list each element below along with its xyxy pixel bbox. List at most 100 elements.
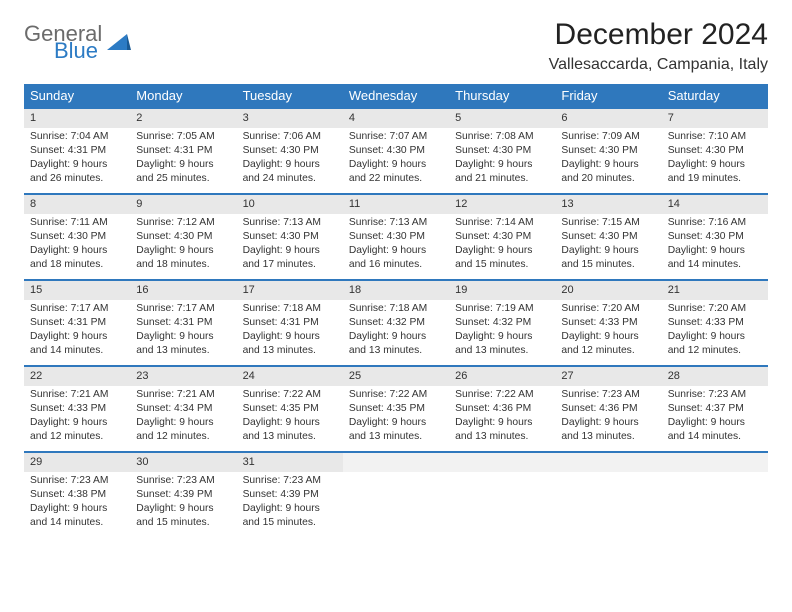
location: Vallesaccarda, Campania, Italy: [549, 56, 768, 74]
calendar-day-cell: 14Sunrise: 7:16 AMSunset: 4:30 PMDayligh…: [662, 193, 768, 279]
sunset-line: Sunset: 4:32 PM: [455, 316, 549, 330]
day-details: Sunrise: 7:13 AMSunset: 4:30 PMDaylight:…: [343, 214, 449, 276]
calendar-day-cell: 6Sunrise: 7:09 AMSunset: 4:30 PMDaylight…: [555, 107, 661, 193]
day-number-bar: [343, 451, 449, 472]
calendar-day-cell: 12Sunrise: 7:14 AMSunset: 4:30 PMDayligh…: [449, 193, 555, 279]
day-details: Sunrise: 7:13 AMSunset: 4:30 PMDaylight:…: [237, 214, 343, 276]
day-details: Sunrise: 7:10 AMSunset: 4:30 PMDaylight:…: [662, 128, 768, 190]
calendar-day-cell: 30Sunrise: 7:23 AMSunset: 4:39 PMDayligh…: [130, 451, 236, 537]
sunset-line: Sunset: 4:39 PM: [136, 488, 230, 502]
daylight-line: Daylight: 9 hours and 14 minutes.: [668, 244, 762, 272]
weekday-header: Tuesday: [237, 84, 343, 107]
calendar-day-cell: 10Sunrise: 7:13 AMSunset: 4:30 PMDayligh…: [237, 193, 343, 279]
sunset-line: Sunset: 4:31 PM: [136, 144, 230, 158]
daylight-line: Daylight: 9 hours and 14 minutes.: [30, 330, 124, 358]
calendar-day-cell: 26Sunrise: 7:22 AMSunset: 4:36 PMDayligh…: [449, 365, 555, 451]
sunrise-line: Sunrise: 7:04 AM: [30, 130, 124, 144]
triangle-icon: [107, 32, 131, 52]
daylight-line: Daylight: 9 hours and 13 minutes.: [243, 330, 337, 358]
weekday-header: Sunday: [24, 84, 130, 107]
daylight-line: Daylight: 9 hours and 12 minutes.: [30, 416, 124, 444]
calendar-day-cell: 17Sunrise: 7:18 AMSunset: 4:31 PMDayligh…: [237, 279, 343, 365]
calendar-day-cell: 8Sunrise: 7:11 AMSunset: 4:30 PMDaylight…: [24, 193, 130, 279]
sunset-line: Sunset: 4:32 PM: [349, 316, 443, 330]
day-number: 17: [237, 279, 343, 300]
daylight-line: Daylight: 9 hours and 12 minutes.: [561, 330, 655, 358]
sunset-line: Sunset: 4:31 PM: [136, 316, 230, 330]
sunrise-line: Sunrise: 7:06 AM: [243, 130, 337, 144]
sunset-line: Sunset: 4:30 PM: [668, 230, 762, 244]
sunrise-line: Sunrise: 7:18 AM: [349, 302, 443, 316]
calendar-day-cell: 3Sunrise: 7:06 AMSunset: 4:30 PMDaylight…: [237, 107, 343, 193]
sunset-line: Sunset: 4:31 PM: [30, 316, 124, 330]
day-details: Sunrise: 7:20 AMSunset: 4:33 PMDaylight:…: [662, 300, 768, 362]
sunset-line: Sunset: 4:30 PM: [455, 230, 549, 244]
daylight-line: Daylight: 9 hours and 13 minutes.: [243, 416, 337, 444]
sunrise-line: Sunrise: 7:22 AM: [455, 388, 549, 402]
sunrise-line: Sunrise: 7:23 AM: [668, 388, 762, 402]
daylight-line: Daylight: 9 hours and 19 minutes.: [668, 158, 762, 186]
daylight-line: Daylight: 9 hours and 25 minutes.: [136, 158, 230, 186]
calendar-day-cell: 23Sunrise: 7:21 AMSunset: 4:34 PMDayligh…: [130, 365, 236, 451]
calendar-week-row: 8Sunrise: 7:11 AMSunset: 4:30 PMDaylight…: [24, 193, 768, 279]
day-number: 5: [449, 107, 555, 128]
daylight-line: Daylight: 9 hours and 15 minutes.: [243, 502, 337, 530]
day-number: 23: [130, 365, 236, 386]
daylight-line: Daylight: 9 hours and 24 minutes.: [243, 158, 337, 186]
sunset-line: Sunset: 4:35 PM: [243, 402, 337, 416]
day-details: Sunrise: 7:14 AMSunset: 4:30 PMDaylight:…: [449, 214, 555, 276]
weekday-row: SundayMondayTuesdayWednesdayThursdayFrid…: [24, 84, 768, 107]
sunrise-line: Sunrise: 7:16 AM: [668, 216, 762, 230]
day-number: 8: [24, 193, 130, 214]
day-number: 21: [662, 279, 768, 300]
weekday-header: Thursday: [449, 84, 555, 107]
calendar-day-cell: 31Sunrise: 7:23 AMSunset: 4:39 PMDayligh…: [237, 451, 343, 537]
daylight-line: Daylight: 9 hours and 18 minutes.: [30, 244, 124, 272]
sunset-line: Sunset: 4:30 PM: [455, 144, 549, 158]
calendar-week-row: 15Sunrise: 7:17 AMSunset: 4:31 PMDayligh…: [24, 279, 768, 365]
daylight-line: Daylight: 9 hours and 12 minutes.: [668, 330, 762, 358]
sunset-line: Sunset: 4:36 PM: [561, 402, 655, 416]
calendar-head: SundayMondayTuesdayWednesdayThursdayFrid…: [24, 84, 768, 107]
calendar-week-row: 1Sunrise: 7:04 AMSunset: 4:31 PMDaylight…: [24, 107, 768, 193]
day-details: Sunrise: 7:22 AMSunset: 4:36 PMDaylight:…: [449, 386, 555, 448]
day-number: 10: [237, 193, 343, 214]
day-details: Sunrise: 7:18 AMSunset: 4:31 PMDaylight:…: [237, 300, 343, 362]
daylight-line: Daylight: 9 hours and 13 minutes.: [349, 330, 443, 358]
header: General Blue December 2024 Vallesaccarda…: [24, 18, 768, 74]
weekday-header: Friday: [555, 84, 661, 107]
day-details: Sunrise: 7:09 AMSunset: 4:30 PMDaylight:…: [555, 128, 661, 190]
sunrise-line: Sunrise: 7:09 AM: [561, 130, 655, 144]
day-details: Sunrise: 7:23 AMSunset: 4:38 PMDaylight:…: [24, 472, 130, 534]
sunset-line: Sunset: 4:37 PM: [668, 402, 762, 416]
day-number: 11: [343, 193, 449, 214]
day-details: Sunrise: 7:05 AMSunset: 4:31 PMDaylight:…: [130, 128, 236, 190]
calendar-week-row: 22Sunrise: 7:21 AMSunset: 4:33 PMDayligh…: [24, 365, 768, 451]
day-number: 24: [237, 365, 343, 386]
day-number: 1: [24, 107, 130, 128]
calendar-day-cell: 11Sunrise: 7:13 AMSunset: 4:30 PMDayligh…: [343, 193, 449, 279]
daylight-line: Daylight: 9 hours and 18 minutes.: [136, 244, 230, 272]
sunset-line: Sunset: 4:31 PM: [243, 316, 337, 330]
sunrise-line: Sunrise: 7:23 AM: [243, 474, 337, 488]
daylight-line: Daylight: 9 hours and 15 minutes.: [455, 244, 549, 272]
day-details: Sunrise: 7:23 AMSunset: 4:39 PMDaylight:…: [237, 472, 343, 534]
day-number: 30: [130, 451, 236, 472]
calendar-week-row: 29Sunrise: 7:23 AMSunset: 4:38 PMDayligh…: [24, 451, 768, 537]
calendar-day-cell: 2Sunrise: 7:05 AMSunset: 4:31 PMDaylight…: [130, 107, 236, 193]
day-details: Sunrise: 7:11 AMSunset: 4:30 PMDaylight:…: [24, 214, 130, 276]
daylight-line: Daylight: 9 hours and 13 minutes.: [455, 416, 549, 444]
sunset-line: Sunset: 4:30 PM: [349, 144, 443, 158]
day-number: 27: [555, 365, 661, 386]
daylight-line: Daylight: 9 hours and 13 minutes.: [136, 330, 230, 358]
calendar-day-cell: 5Sunrise: 7:08 AMSunset: 4:30 PMDaylight…: [449, 107, 555, 193]
day-details: Sunrise: 7:22 AMSunset: 4:35 PMDaylight:…: [237, 386, 343, 448]
day-number-bar: [662, 451, 768, 472]
calendar-day-cell: 29Sunrise: 7:23 AMSunset: 4:38 PMDayligh…: [24, 451, 130, 537]
day-number: 19: [449, 279, 555, 300]
calendar-body: 1Sunrise: 7:04 AMSunset: 4:31 PMDaylight…: [24, 107, 768, 537]
daylight-line: Daylight: 9 hours and 15 minutes.: [136, 502, 230, 530]
day-number: 2: [130, 107, 236, 128]
weekday-header: Monday: [130, 84, 236, 107]
calendar-day-cell: 15Sunrise: 7:17 AMSunset: 4:31 PMDayligh…: [24, 279, 130, 365]
